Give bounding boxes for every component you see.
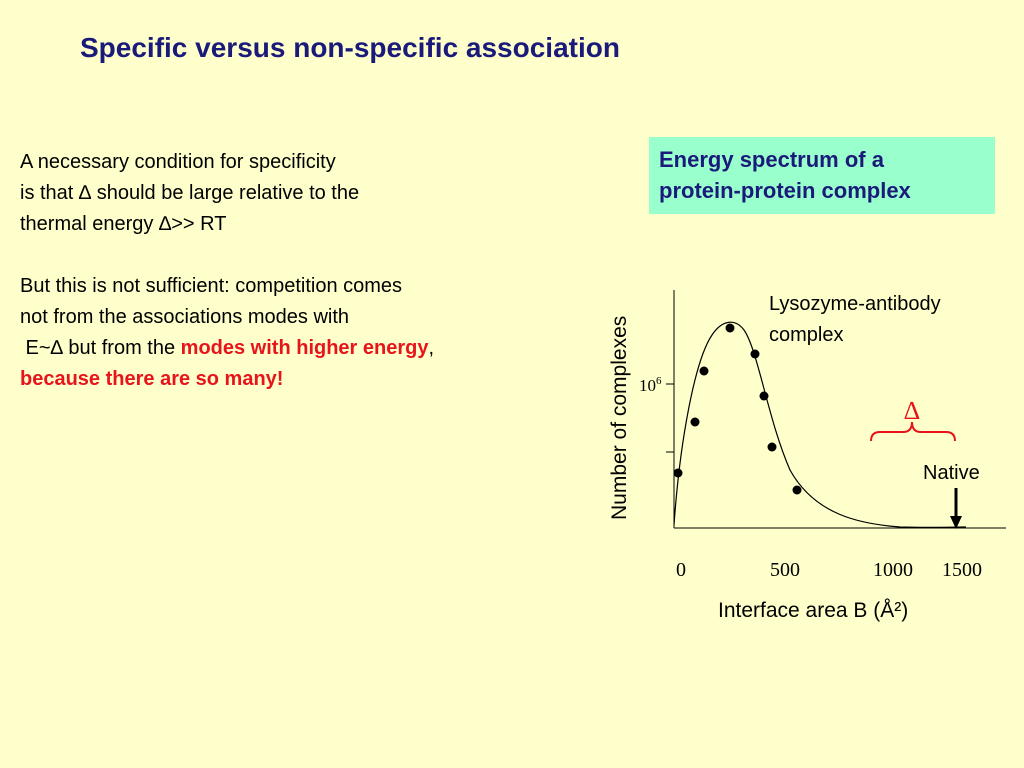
data-point bbox=[767, 442, 777, 452]
x-tick-0: 0 bbox=[676, 559, 686, 581]
native-arrow-head bbox=[950, 516, 962, 529]
p2-line3: E~∆ but from the modes with higher energ… bbox=[20, 333, 580, 364]
y-axis-label: Number of complexes bbox=[608, 316, 631, 520]
x-axis-label: Interface area B (Å²) bbox=[718, 599, 908, 622]
x-tick-1000: 1000 bbox=[873, 559, 913, 581]
energy-spectrum-box: Energy spectrum of a protein-protein com… bbox=[649, 137, 995, 214]
data-point bbox=[750, 349, 760, 359]
delta-brace bbox=[870, 421, 956, 442]
series-label-line2: complex bbox=[769, 324, 843, 346]
y-tick-label: 106 bbox=[639, 375, 662, 395]
delta-symbol: ∆ bbox=[904, 396, 920, 425]
x-tick-500: 500 bbox=[770, 559, 800, 581]
series-label-line1: Lysozyme-antibody bbox=[769, 293, 941, 315]
x-tick-1500: 1500 bbox=[942, 559, 982, 581]
data-point bbox=[690, 417, 700, 427]
p2-line3-post: , bbox=[428, 337, 435, 359]
data-point bbox=[699, 366, 709, 376]
p1-line1: A necessary condition for specificity bbox=[20, 151, 336, 173]
p2-line3-pre: E~∆ but from the bbox=[20, 337, 181, 359]
p2-line1: But this is not sufficient: competition … bbox=[20, 275, 403, 297]
body-text: A necessary condition for specificity is… bbox=[20, 147, 580, 395]
box-line1: Energy spectrum of a bbox=[659, 147, 884, 172]
data-point bbox=[725, 323, 735, 333]
p1-line2: is that ∆ should be large relative to th… bbox=[20, 182, 360, 204]
data-point bbox=[673, 468, 683, 478]
p1-line3: thermal energy ∆>> RT bbox=[20, 213, 227, 235]
data-point bbox=[792, 485, 802, 495]
p2-line2: not from the associations modes with bbox=[20, 306, 350, 328]
slide-title: Specific versus non-specific association bbox=[80, 32, 620, 63]
distribution-curve bbox=[673, 321, 967, 529]
p2-line3-highlight: modes with higher energy bbox=[180, 337, 429, 359]
native-label: Native bbox=[923, 462, 980, 484]
data-points bbox=[673, 323, 802, 495]
p2-line4-highlight: because there are so many! bbox=[20, 368, 284, 390]
y-tick-exp: 6 bbox=[656, 375, 662, 387]
box-line2: protein-protein complex bbox=[659, 178, 911, 203]
y-tick-base: 10 bbox=[639, 376, 656, 395]
data-point bbox=[759, 391, 769, 401]
